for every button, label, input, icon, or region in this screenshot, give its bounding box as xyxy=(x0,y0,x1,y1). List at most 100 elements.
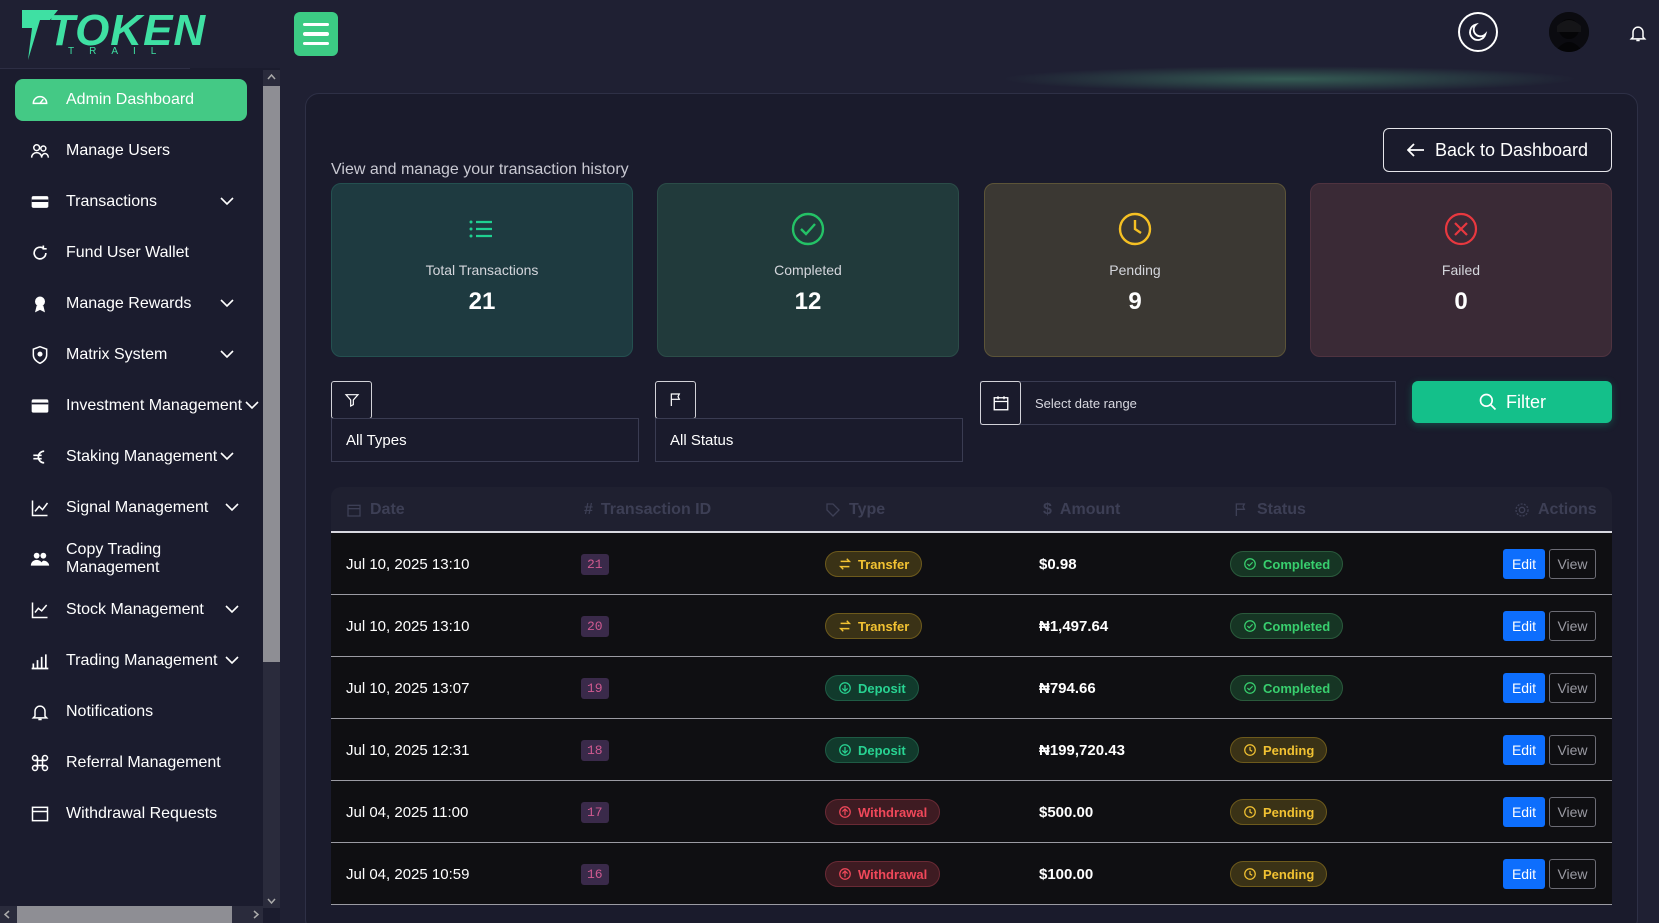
chevron-down-icon[interactable] xyxy=(225,499,239,517)
sidebar-item-stock-management[interactable]: Stock Management xyxy=(15,589,247,631)
sidebar-item-label: Matrix System xyxy=(66,346,168,363)
header-amount[interactable]: $ Amount xyxy=(1043,501,1120,519)
stat-value: 0 xyxy=(1454,288,1468,315)
status-badge-label: Completed xyxy=(1263,680,1331,696)
sidebar-item-manage-users[interactable]: Manage Users xyxy=(15,130,247,172)
header-status[interactable]: Status xyxy=(1233,501,1306,519)
back-to-dashboard-button[interactable]: Back to Dashboard xyxy=(1383,128,1612,172)
scroll-left-icon[interactable] xyxy=(0,906,14,923)
sidebar-item-withdrawal-requests[interactable]: Withdrawal Requests xyxy=(15,793,247,835)
notification-bell-icon[interactable] xyxy=(1628,22,1648,44)
header-transaction-id[interactable]: # Transaction ID xyxy=(584,501,711,519)
sidebar-item-staking-management[interactable]: Staking Management xyxy=(15,436,247,478)
cell-type: Deposit xyxy=(825,657,919,719)
sidebar-item-admin-dashboard[interactable]: Admin Dashboard xyxy=(15,79,247,121)
sidebar-item-copy-trading-management[interactable]: Copy Trading Management xyxy=(15,538,247,580)
theme-toggle-button[interactable] xyxy=(1458,12,1498,52)
status-badge-label: Completed xyxy=(1263,556,1331,572)
sidebar-item-matrix-system[interactable]: Matrix System xyxy=(15,334,247,376)
stat-label: Failed xyxy=(1441,262,1481,278)
cell-date: Jul 10, 2025 12:31 xyxy=(346,741,470,759)
sidebar-item-label: Notifications xyxy=(66,703,154,720)
funnel-icon xyxy=(344,394,359,407)
scroll-down-icon[interactable] xyxy=(263,894,280,908)
hamburger-menu-button[interactable] xyxy=(294,12,338,56)
sidebar-vertical-scrollbar[interactable] xyxy=(263,70,280,908)
sidebar-item-fund-user-wallet[interactable]: Fund User Wallet xyxy=(15,232,247,274)
avatar-icon xyxy=(1549,12,1589,52)
brand-logo[interactable]: TOKEN TRAIL xyxy=(18,6,205,64)
edit-button[interactable]: Edit xyxy=(1503,797,1545,827)
sidebar-item-label: Signal Management xyxy=(66,499,209,516)
cell-actions: Edit View xyxy=(1503,657,1596,719)
transaction-id-badge: 17 xyxy=(581,801,609,823)
card-icon xyxy=(30,192,50,212)
stat-card-total-transactions: Total Transactions 21 xyxy=(331,183,633,357)
chevron-down-icon[interactable] xyxy=(220,193,234,211)
chevron-down-icon[interactable] xyxy=(220,448,234,466)
sidebar-item-transactions[interactable]: Transactions xyxy=(15,181,247,223)
cell-amount: ₦794.66 xyxy=(1039,679,1096,697)
chevron-down-icon[interactable] xyxy=(245,397,259,415)
edit-button[interactable]: Edit xyxy=(1503,859,1545,889)
edit-button[interactable]: Edit xyxy=(1503,549,1545,579)
scroll-up-icon[interactable] xyxy=(263,70,280,84)
sidebar-item-manage-rewards[interactable]: Manage Rewards xyxy=(15,283,247,325)
sidebar-item-notifications[interactable]: Notifications xyxy=(15,691,247,733)
view-button[interactable]: View xyxy=(1549,735,1596,765)
shield-icon xyxy=(30,345,50,365)
sidebar-item-signal-management[interactable]: Signal Management xyxy=(15,487,247,529)
view-button[interactable]: View xyxy=(1549,611,1596,641)
bar-chart-icon xyxy=(30,651,50,671)
bell-icon xyxy=(30,702,50,722)
view-button[interactable]: View xyxy=(1549,797,1596,827)
back-label: Back to Dashboard xyxy=(1434,139,1589,160)
sidebar-horizontal-scrollbar[interactable] xyxy=(0,906,263,923)
cell-id: 17 xyxy=(581,781,609,843)
type-select[interactable]: All Types xyxy=(331,418,639,462)
date-range-input[interactable]: Select date range xyxy=(1035,395,1137,411)
user-avatar[interactable] xyxy=(1549,12,1589,52)
sidebar-item-trading-management[interactable]: Trading Management xyxy=(15,640,247,682)
check-circle-icon xyxy=(1244,620,1256,632)
menu-bar-icon xyxy=(303,32,329,36)
view-button[interactable]: View xyxy=(1549,859,1596,889)
stat-value: 12 xyxy=(794,288,822,315)
chevron-down-icon[interactable] xyxy=(225,652,239,670)
chevron-down-icon[interactable] xyxy=(220,295,234,313)
header-date[interactable]: Date xyxy=(346,501,405,519)
command-icon xyxy=(30,753,50,773)
status-badge: Pending xyxy=(1230,799,1328,825)
tag-icon xyxy=(826,503,840,517)
cell-date: Jul 04, 2025 10:59 xyxy=(346,865,470,883)
sidebar-item-referral-management[interactable]: Referral Management xyxy=(15,742,247,784)
status-select[interactable]: All Status xyxy=(655,418,963,462)
header-type[interactable]: Type xyxy=(825,501,885,519)
filter-button[interactable]: Filter xyxy=(1412,381,1612,423)
calendar-icon-box xyxy=(980,381,1021,425)
calendar-icon xyxy=(347,504,361,517)
cell-status: Completed xyxy=(1230,533,1344,595)
chevron-down-icon[interactable] xyxy=(225,601,239,619)
cell-actions: Edit View xyxy=(1503,595,1596,657)
edit-button[interactable]: Edit xyxy=(1503,611,1545,641)
stat-value: 21 xyxy=(468,288,496,315)
view-button[interactable]: View xyxy=(1549,549,1596,579)
sidebar-item-investment-management[interactable]: Investment Management xyxy=(15,385,259,427)
menu-bar-icon xyxy=(303,22,329,27)
date-range-field[interactable]: Select date range xyxy=(980,381,1396,425)
type-badge-label: Withdrawal xyxy=(858,866,928,882)
moon-icon xyxy=(1469,22,1488,41)
edit-button[interactable]: Edit xyxy=(1503,735,1545,765)
scroll-right-icon[interactable] xyxy=(249,906,263,923)
arrow-up-circle-icon xyxy=(839,868,851,880)
sidebar-item-label: Referral Management xyxy=(66,754,221,771)
chevron-down-icon[interactable] xyxy=(220,346,234,364)
brand-name: TOKEN xyxy=(48,6,207,55)
edit-button[interactable]: Edit xyxy=(1503,673,1545,703)
cell-type: Transfer xyxy=(825,595,923,657)
scrollbar-thumb[interactable] xyxy=(17,906,232,923)
view-button[interactable]: View xyxy=(1549,673,1596,703)
filter-label: Filter xyxy=(1506,391,1546,412)
scrollbar-thumb[interactable] xyxy=(263,86,280,662)
